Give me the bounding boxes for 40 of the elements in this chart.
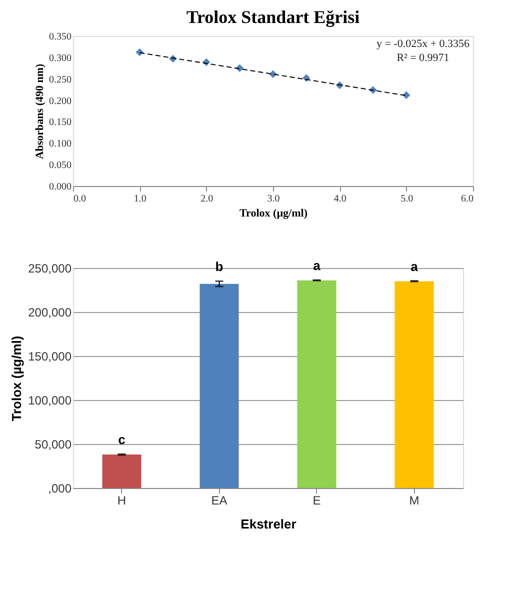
y-tick-label: ,000 bbox=[48, 482, 72, 496]
x-tick-label: 1.0 bbox=[134, 194, 146, 204]
y-tick-label: 100,000 bbox=[28, 394, 72, 408]
y-tick-label: 50,000 bbox=[34, 438, 72, 452]
x-tick-label: H bbox=[117, 494, 126, 508]
x-axis-title: Trolox (µg/ml) bbox=[240, 208, 308, 220]
y-tick-label: 0.250 bbox=[49, 74, 72, 86]
y-tick-label: 200,000 bbox=[28, 306, 72, 320]
y-tick-label: 0.000 bbox=[49, 182, 72, 192]
y-tick-label: 0.350 bbox=[49, 32, 72, 42]
y-tick-label: 0.300 bbox=[49, 52, 72, 64]
bar bbox=[297, 280, 336, 488]
y-tick-label: 0.150 bbox=[49, 117, 72, 128]
x-tick-label: 4.0 bbox=[334, 194, 346, 204]
annotation: a bbox=[313, 258, 322, 274]
y-tick-label: 0.050 bbox=[49, 160, 72, 172]
x-tick-label: 2.0 bbox=[200, 194, 214, 204]
annotation: a bbox=[410, 258, 419, 274]
annotation: y = -0.025x + 0.3356 bbox=[376, 38, 470, 50]
x-tick-label: 0.0 bbox=[74, 194, 86, 204]
y-axis-title: Trolox (µg/ml) bbox=[9, 336, 24, 422]
x-tick-label: M bbox=[409, 494, 420, 508]
x-tick-label: 6.0 bbox=[461, 194, 474, 204]
x-tick-label: EA bbox=[211, 494, 228, 508]
y-tick-label: 0.200 bbox=[49, 96, 72, 107]
y-tick-label: 0.100 bbox=[49, 138, 72, 150]
bar bbox=[200, 284, 239, 488]
x-tick-label: 3.0 bbox=[267, 194, 280, 204]
x-tick-label: 5.0 bbox=[400, 194, 414, 204]
chart-title: Trolox Standart Eğrisi bbox=[186, 7, 360, 27]
y-tick-label: 150,000 bbox=[28, 350, 72, 364]
bar bbox=[394, 281, 434, 488]
x-tick-label: E bbox=[312, 494, 321, 508]
x-axis-title: Ekstreler bbox=[240, 516, 296, 532]
annotation: b bbox=[215, 259, 224, 274]
y-tick-label: 250,000 bbox=[28, 262, 72, 276]
bar bbox=[102, 454, 142, 488]
annotation: c bbox=[118, 432, 126, 448]
annotation: R² = 0.9971 bbox=[396, 52, 450, 64]
y-axis-title: Absorbans (490 nm) bbox=[34, 63, 46, 160]
